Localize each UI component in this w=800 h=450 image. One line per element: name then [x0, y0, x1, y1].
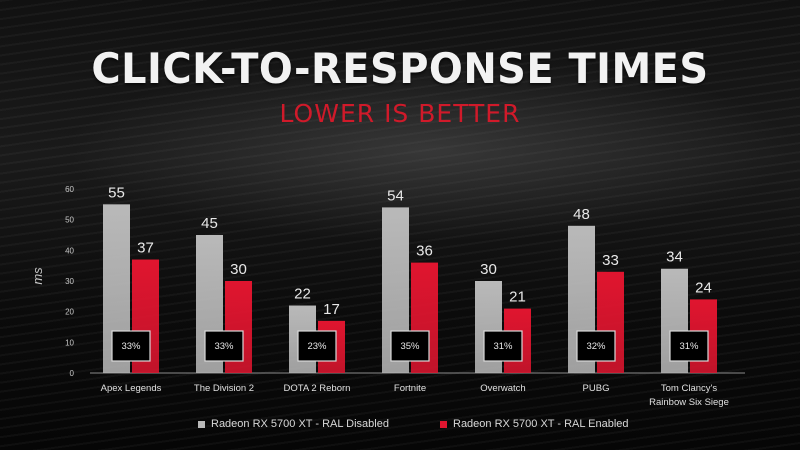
- x-tick-label: PUBG: [583, 383, 610, 394]
- x-tick-label: Overwatch: [480, 383, 525, 394]
- reduction-badge-box: [483, 330, 523, 362]
- y-tick-label: 30: [65, 277, 74, 286]
- data-label-disabled: 30: [480, 261, 497, 278]
- legend-item-disabled: Radeon RX 5700 XT - RAL Disabled: [198, 418, 389, 430]
- legend: Radeon RX 5700 XT - RAL Disabled Radeon …: [0, 418, 800, 438]
- y-axis-label: ms: [30, 267, 45, 285]
- x-tick-label: Rainbow Six Siege: [649, 397, 729, 408]
- x-tick-label: DOTA 2 Reborn: [284, 383, 351, 394]
- legend-label-enabled: Radeon RX 5700 XT - RAL Enabled: [453, 418, 629, 430]
- y-tick-label: 50: [65, 216, 74, 225]
- y-tick-label: 60: [65, 185, 74, 194]
- legend-item-enabled: Radeon RX 5700 XT - RAL Enabled: [440, 418, 629, 430]
- data-label-enabled: 33: [602, 252, 619, 269]
- data-label-disabled: 34: [666, 249, 683, 266]
- reduction-badge-box: [576, 330, 616, 362]
- reduction-badge-box: [390, 330, 430, 362]
- legend-label-disabled: Radeon RX 5700 XT - RAL Disabled: [211, 418, 389, 430]
- data-label-disabled: 55: [108, 184, 125, 201]
- page-title: CLICK-TO-RESPONSE TIMES: [91, 44, 709, 93]
- reduction-badge-box: [669, 330, 709, 362]
- reduction-badge-label: 33%: [121, 341, 141, 352]
- y-tick-label: 40: [65, 246, 74, 255]
- x-tick-label: Fortnite: [394, 383, 426, 394]
- reduction-badge-label: 35%: [400, 341, 420, 352]
- data-label-enabled: 24: [695, 279, 712, 296]
- data-label-enabled: 30: [230, 261, 247, 278]
- reduction-badge-label: 23%: [307, 341, 327, 352]
- y-tick-label: 0: [70, 369, 75, 378]
- data-label-enabled: 36: [416, 243, 433, 260]
- data-label-disabled: 22: [294, 286, 311, 303]
- reduction-badge-box: [204, 330, 244, 362]
- data-label-disabled: 45: [201, 215, 218, 232]
- x-tick-label: Tom Clancy's: [661, 383, 717, 394]
- reduction-badge-label: 31%: [679, 341, 699, 352]
- data-label-enabled: 17: [323, 301, 340, 318]
- data-label-enabled: 21: [509, 289, 526, 306]
- x-tick-label: The Division 2: [194, 383, 254, 394]
- y-tick-label: 10: [65, 338, 74, 347]
- reduction-badge-label: 31%: [493, 341, 513, 352]
- data-label-disabled: 54: [387, 187, 404, 204]
- reduction-badge-label: 32%: [586, 341, 606, 352]
- data-label-disabled: 48: [573, 206, 590, 223]
- data-label-enabled: 37: [137, 240, 154, 257]
- legend-swatch-disabled: [198, 420, 205, 428]
- reduction-badge-label: 33%: [214, 341, 234, 352]
- y-tick-label: 20: [65, 308, 74, 317]
- legend-swatch-enabled: [440, 420, 447, 428]
- reduction-badge-box: [297, 330, 337, 362]
- x-tick-label: Apex Legends: [101, 383, 162, 394]
- page-subtitle: LOWER IS BETTER: [279, 99, 521, 128]
- reduction-badge-box: [111, 330, 151, 362]
